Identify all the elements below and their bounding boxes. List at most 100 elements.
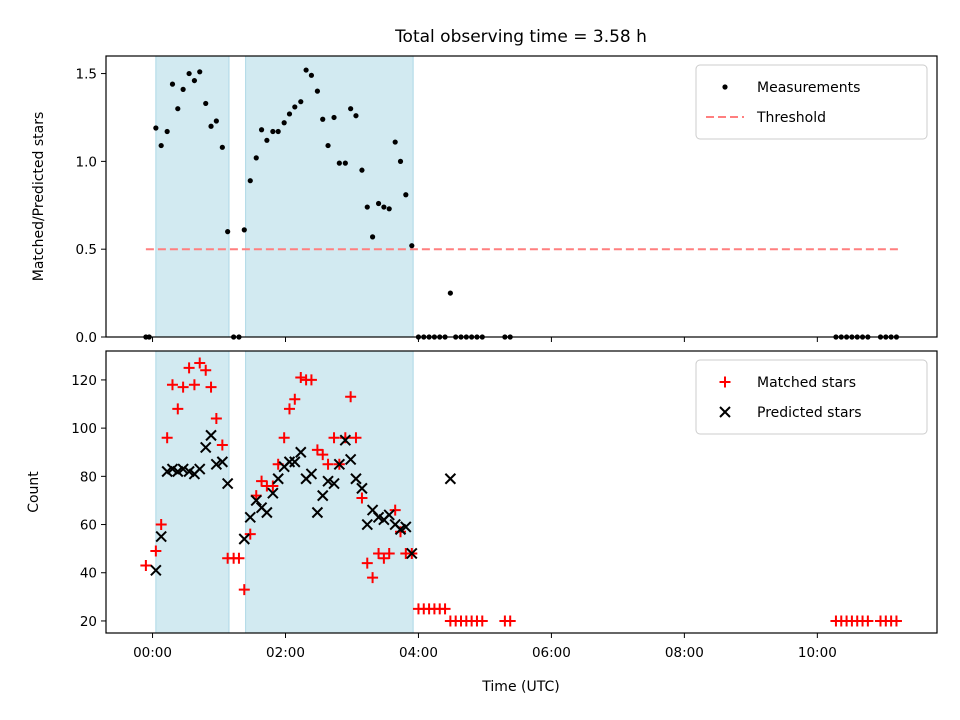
data-point xyxy=(397,158,404,164)
legend-marker-swatch xyxy=(719,376,731,388)
legend: Measurements Threshold xyxy=(695,64,928,140)
data-point xyxy=(164,128,170,135)
data-point xyxy=(177,381,189,393)
data-point xyxy=(331,114,337,121)
data-point xyxy=(444,473,457,485)
y-tick-label: 20 xyxy=(80,614,97,630)
data-point xyxy=(400,521,412,533)
data-point xyxy=(361,557,373,569)
data-point xyxy=(311,444,323,456)
data-point xyxy=(140,560,152,572)
data-point xyxy=(389,504,401,516)
data-point xyxy=(233,552,245,564)
data-point xyxy=(339,434,352,446)
data-point xyxy=(350,473,362,485)
data-point xyxy=(383,509,395,521)
data-point xyxy=(320,116,326,122)
data-point xyxy=(311,506,324,519)
legend-label: Predicted stars xyxy=(757,405,862,421)
data-point xyxy=(295,446,307,458)
data-point xyxy=(890,615,902,627)
data-point xyxy=(359,167,365,173)
data-point xyxy=(166,379,178,391)
x-tick-label: 10:00 xyxy=(798,645,837,661)
data-point xyxy=(345,391,357,403)
y-tick-label: 1.0 xyxy=(76,154,97,170)
data-point xyxy=(344,453,357,466)
data-point xyxy=(275,128,281,135)
y-tick-label: 0.0 xyxy=(76,330,97,346)
axes-frame xyxy=(105,55,938,338)
observing-window-span xyxy=(155,350,230,634)
data-point xyxy=(180,86,186,92)
data-point xyxy=(328,432,340,444)
data-point xyxy=(392,139,398,145)
data-point xyxy=(283,403,295,415)
legend-frame xyxy=(695,359,928,435)
legend-frame xyxy=(695,64,928,140)
data-point xyxy=(150,564,162,577)
data-point xyxy=(322,458,334,470)
data-point xyxy=(183,362,195,374)
y-tick-label: 100 xyxy=(71,421,97,437)
data-point xyxy=(208,123,214,129)
observing-window-span xyxy=(245,55,414,338)
data-point xyxy=(244,511,256,524)
data-point xyxy=(348,106,354,112)
data-point xyxy=(194,463,206,475)
ratio-panel: 0.0 0.5 1.0 1.5 Matched/Predicted stars Measu… xyxy=(31,55,938,346)
data-point xyxy=(504,615,516,627)
data-point xyxy=(261,506,273,519)
data-point xyxy=(286,111,293,117)
data-point xyxy=(381,204,387,210)
data-point xyxy=(353,113,359,119)
data-point xyxy=(256,475,268,487)
observing-window-span xyxy=(155,55,230,338)
data-point xyxy=(289,393,301,405)
data-point xyxy=(169,81,176,87)
data-point xyxy=(333,458,346,470)
data-point xyxy=(317,489,329,502)
y-tick-label: 1.5 xyxy=(76,67,97,83)
data-point xyxy=(194,357,206,369)
data-point xyxy=(264,137,270,143)
data-point xyxy=(439,603,451,615)
data-point xyxy=(267,487,279,499)
data-point xyxy=(336,160,342,166)
data-point xyxy=(298,99,304,105)
data-point xyxy=(153,125,159,131)
data-point xyxy=(216,439,228,451)
data-point xyxy=(219,144,225,150)
data-point xyxy=(197,69,203,75)
legend-marker-swatch xyxy=(722,84,728,90)
data-point xyxy=(356,482,368,495)
legend-label: Matched stars xyxy=(757,375,856,391)
data-point xyxy=(188,379,200,391)
y-tick-label: 80 xyxy=(80,469,97,485)
data-point xyxy=(161,432,173,444)
data-point xyxy=(314,88,321,94)
y-tick-label: 40 xyxy=(80,566,97,582)
data-point xyxy=(155,530,167,543)
data-point xyxy=(278,432,290,444)
y-tick-label: 0.5 xyxy=(76,242,97,258)
data-point xyxy=(238,533,250,545)
data-point xyxy=(258,127,265,133)
y-tick-label: 120 xyxy=(71,373,97,389)
count-panel: 20 40 60 80 100 120 00:00 02:00 04:00 06:00 08:00 1… xyxy=(26,350,938,661)
data-point xyxy=(350,432,362,444)
legend: Matched stars Predicted stars xyxy=(695,359,928,435)
axes-frame xyxy=(105,350,938,634)
x-tick-label: 02:00 xyxy=(266,645,305,661)
data-point xyxy=(383,547,395,559)
y-axis-label: Matched/Predicted stars xyxy=(31,112,47,282)
data-point xyxy=(305,468,318,480)
data-point xyxy=(221,477,234,490)
data-point xyxy=(241,227,247,233)
data-point xyxy=(292,104,298,110)
data-point xyxy=(373,547,385,559)
data-point xyxy=(356,492,368,504)
x-tick-label: 06:00 xyxy=(532,645,571,661)
data-point xyxy=(270,128,276,135)
